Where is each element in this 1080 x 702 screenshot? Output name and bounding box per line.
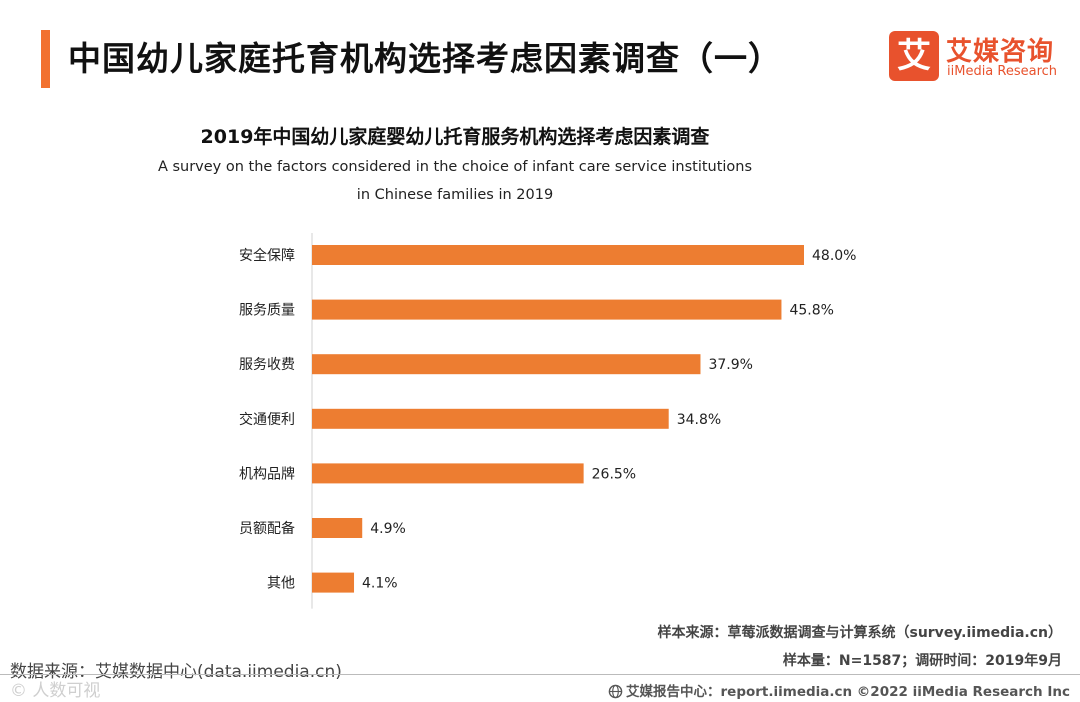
bar	[312, 299, 782, 320]
value-label: 48.0%	[812, 248, 856, 264]
category-label: 员额配备	[239, 520, 295, 537]
bar	[312, 408, 669, 429]
category-label: 服务质量	[239, 303, 295, 319]
value-label: 4.1%	[362, 576, 398, 592]
category-label: 其他	[267, 576, 295, 592]
category-label: 机构品牌	[239, 465, 295, 482]
brand-logo[interactable]: 艾 艾媒咨询 iiMedia Research	[889, 31, 1064, 83]
title-accent-bar	[41, 30, 50, 88]
bar	[312, 572, 355, 593]
footer: 艾媒报告中心：report.iimedia.cn ©2022 iiMedia R…	[608, 680, 1070, 700]
logo-name: 艾媒咨询	[946, 37, 1055, 67]
chart-subtitle: A survey on the factors considered in th…	[157, 159, 753, 203]
logo-mark-icon: 艾	[889, 31, 939, 81]
page-title: 中国幼儿家庭托育机构选择考虑因素调查（一）	[68, 39, 782, 78]
category-label: 安全保障	[239, 247, 295, 264]
value-label: 37.9%	[708, 357, 752, 373]
globe-icon	[608, 684, 623, 699]
data-source-note: 数据来源：艾媒数据中心(data.iimedia.cn)	[10, 662, 342, 682]
value-label: 45.8%	[789, 303, 833, 319]
chart-title: 2019年中国幼儿家庭婴幼儿托育服务机构选择考虑因素调查	[200, 126, 710, 148]
category-label: 交通便利	[239, 411, 295, 428]
logo-subtitle: iiMedia Research	[947, 64, 1058, 79]
value-label: 34.8%	[677, 412, 721, 428]
footer-text: 艾媒报告中心：report.iimedia.cn ©2022 iiMedia R…	[626, 684, 1070, 700]
footer-divider	[0, 674, 1080, 675]
watermark: © 人数可视	[10, 681, 101, 701]
value-label: 4.9%	[370, 521, 406, 537]
sample-source-note: 样本来源：草莓派数据调查与计算系统（survey.iimedia.cn）	[657, 625, 1062, 641]
bar	[312, 245, 804, 265]
value-label: 26.5%	[592, 466, 636, 482]
sample-size-note: 样本量：N=1587；调研时间：2019年9月	[782, 653, 1062, 669]
bar	[312, 354, 701, 375]
bar-group: 安全保障 48.0% 服务质量 45.8% 服务收费 37.9% 交通便利 34.8% 机构品牌…	[239, 245, 856, 593]
category-label: 服务收费	[239, 357, 295, 373]
bar	[312, 518, 363, 538]
bar	[312, 463, 584, 484]
